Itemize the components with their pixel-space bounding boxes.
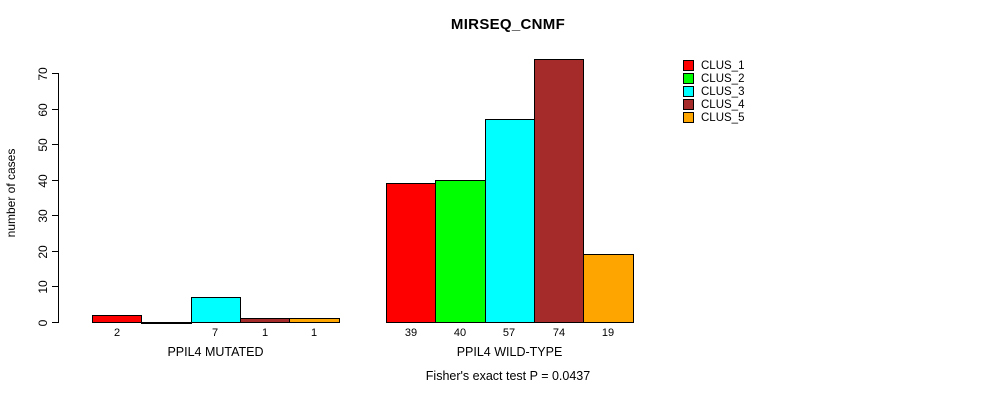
y-tick (52, 286, 59, 287)
bar-clus_2-mutated (141, 322, 192, 324)
bar-value-label: 57 (502, 327, 516, 339)
bar-clus_4-mutated (240, 318, 290, 323)
group-label-mutated: PPIL4 MUTATED (167, 345, 264, 359)
bar-value-label: 2 (113, 327, 121, 339)
legend: CLUS_1 CLUS_2 CLUS_3 CLUS_4 CLUS_5 (683, 59, 744, 124)
legend-item-clus_2: CLUS_2 (683, 72, 744, 85)
y-tick-label: 30 (36, 208, 50, 223)
y-tick-label: 70 (36, 66, 50, 81)
y-tick (52, 322, 59, 323)
bar-value-label: 40 (453, 327, 467, 339)
bar-value-label: 1 (310, 327, 318, 339)
group-label-wildtype: PPIL4 WILD-TYPE (456, 345, 563, 359)
legend-swatch-icon (683, 73, 694, 84)
bar-value-label: 74 (552, 327, 566, 339)
y-tick-label: 0 (36, 319, 50, 326)
legend-swatch-icon (683, 86, 694, 97)
y-tick (52, 180, 59, 181)
legend-label: CLUS_3 (701, 85, 745, 98)
y-tick (52, 144, 59, 145)
legend-label: CLUS_4 (701, 98, 745, 111)
legend-swatch-icon (683, 60, 694, 71)
bar-clus_1-wildtype (386, 183, 436, 323)
legend-label: CLUS_1 (701, 59, 745, 72)
legend-label: CLUS_2 (701, 72, 745, 85)
bar-clus_1-mutated (92, 315, 142, 323)
y-tick (52, 215, 59, 216)
bar-clus_5-wildtype (583, 254, 634, 323)
y-tick-label: 10 (36, 279, 50, 294)
legend-item-clus_5: CLUS_5 (683, 111, 744, 124)
y-tick-label: 60 (36, 102, 50, 117)
bar-clus_3-wildtype (485, 119, 535, 323)
y-tick (52, 251, 59, 252)
y-axis-line (58, 73, 59, 323)
bar-value-label: 39 (404, 327, 418, 339)
y-tick-label: 50 (36, 137, 50, 152)
bar-clus_4-wildtype (534, 59, 584, 323)
legend-item-clus_1: CLUS_1 (683, 59, 744, 72)
legend-swatch-icon (683, 112, 694, 123)
legend-item-clus_3: CLUS_3 (683, 85, 744, 98)
bar-value-label: 1 (261, 327, 269, 339)
bar-value-label: 7 (211, 327, 219, 339)
legend-item-clus_4: CLUS_4 (683, 98, 744, 111)
y-tick (52, 109, 59, 110)
y-tick-label: 20 (36, 244, 50, 259)
bar-clus_3-mutated (191, 297, 241, 323)
legend-label: CLUS_5 (701, 111, 745, 124)
fisher-test-annotation: Fisher's exact test P = 0.0437 (425, 369, 591, 383)
y-axis-label: number of cases (4, 148, 18, 238)
bar-value-label: 19 (601, 327, 615, 339)
bar-clus_2-wildtype (435, 180, 486, 323)
y-tick-label: 40 (36, 173, 50, 188)
bar-clus_5-mutated (289, 318, 340, 323)
y-tick (52, 73, 59, 74)
chart-title: MIRSEQ_CNMF (450, 16, 566, 33)
legend-swatch-icon (683, 99, 694, 110)
